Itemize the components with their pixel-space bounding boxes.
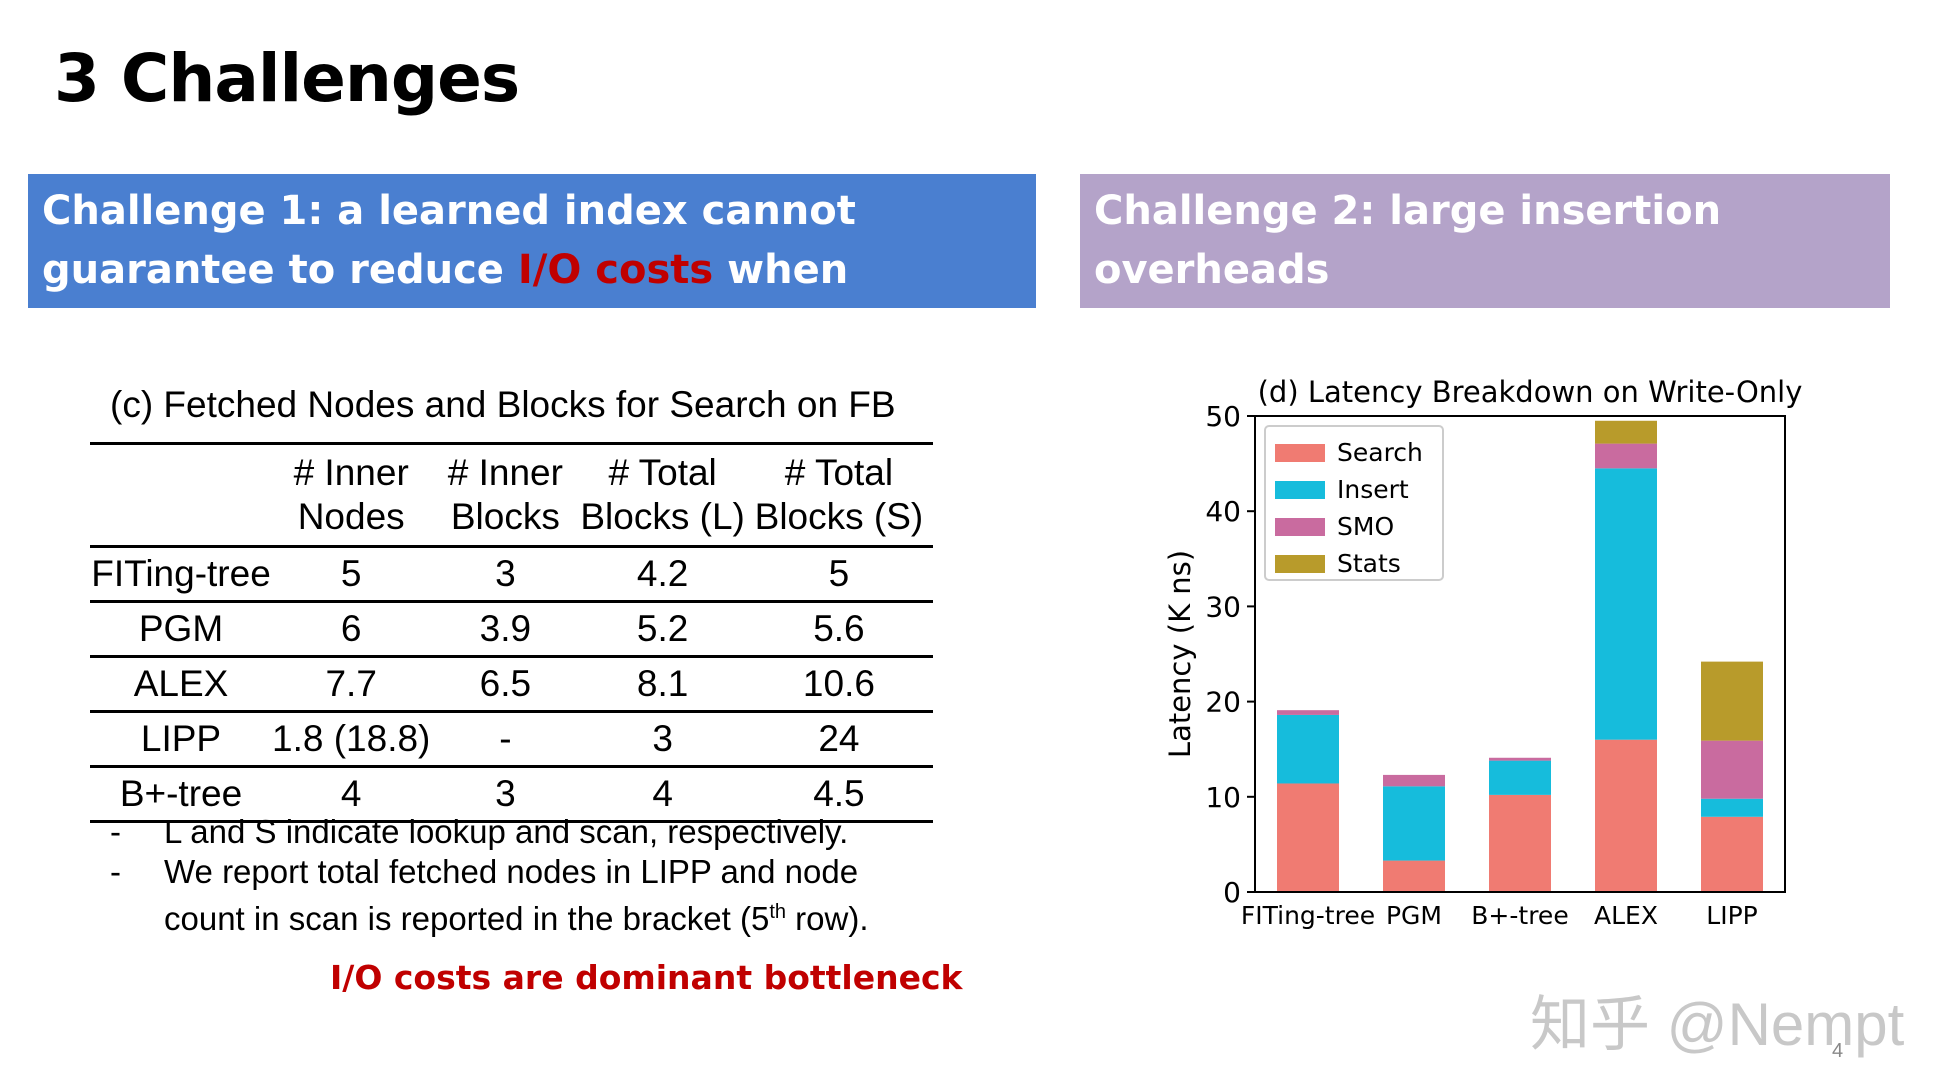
bar-segment-smo (1277, 710, 1339, 715)
table-cell: 5.2 (636, 608, 689, 649)
table-cell: 6 (340, 608, 362, 649)
challenge-2-box: Challenge 2: large insertion overheads (1080, 174, 1890, 308)
row-label: FITing-tree (91, 553, 271, 594)
table-row: LIPP 1.8 (18.8) - 3 24 (90, 712, 933, 767)
header-cell: # Inner Blocks (447, 452, 563, 537)
y-tick-label: 10 (1205, 781, 1241, 814)
y-tick-label: 30 (1205, 590, 1241, 623)
table-notes: -L and S indicate lookup and scan, respe… (110, 812, 869, 939)
row-label: B+-tree (119, 773, 243, 814)
row-label: PGM (138, 608, 224, 649)
bar-segment-insert (1277, 714, 1339, 784)
chart-title: (d) Latency Breakdown on Write-Only (1258, 375, 1803, 409)
fetched-nodes-table: # Inner Nodes # Inner Blocks # Total Blocks… (90, 442, 933, 823)
legend-swatch (1275, 481, 1325, 499)
bar-segment-insert (1595, 468, 1657, 740)
table-cell: 3.9 (479, 608, 532, 649)
watermark: 知乎 @Nempt (1530, 991, 1905, 1058)
slide-title: 3 Challenges (54, 40, 520, 117)
bar-segment-stats (1595, 420, 1657, 444)
header-cell: # Total Blocks (L) (580, 452, 745, 537)
bar-segment-smo (1701, 740, 1763, 799)
legend-swatch (1275, 555, 1325, 573)
bar-segment-insert (1383, 786, 1445, 861)
x-tick-label: B+-tree (1471, 901, 1568, 930)
table-cell: 10.6 (802, 663, 875, 704)
bar-segment-insert (1489, 760, 1551, 795)
y-tick-label: 20 (1205, 686, 1241, 719)
bar-segment-search (1383, 860, 1445, 892)
bar-segment-search (1489, 794, 1551, 892)
bar-segment-smo (1383, 774, 1445, 787)
legend-swatch (1275, 444, 1325, 462)
table-caption: (c) Fetched Nodes and Blocks for Search … (110, 384, 896, 425)
legend-label: Search (1337, 438, 1423, 467)
table-cell: 3 (495, 553, 516, 594)
legend-swatch (1275, 518, 1325, 536)
challenge-1-text-end: when searching data on disk (42, 247, 849, 352)
table-row: B+-tree 4 3 4 4.5 (90, 767, 933, 822)
bar-segment-search (1701, 816, 1763, 892)
latency-chart: (d) Latency Breakdown on Write-Only FITin… (1163, 375, 1803, 930)
y-tick-label: 50 (1205, 400, 1241, 433)
challenge-1-text: Challenge 1: a learned index cannot guar… (42, 188, 856, 293)
x-tick-label: LIPP (1706, 901, 1757, 930)
table-row: ALEX 7.7 6.5 8.1 10.6 (90, 657, 933, 712)
table-cell: 24 (818, 718, 860, 759)
bar-segment-smo (1595, 443, 1657, 469)
row-label: ALEX (133, 663, 229, 704)
x-tick-label: ALEX (1594, 901, 1658, 930)
bar-segment-smo (1489, 757, 1551, 761)
table-cell: 5 (828, 553, 850, 594)
table-cell: 1.8 (18.8) (272, 718, 431, 759)
legend-label: Stats (1337, 549, 1401, 578)
table-header-row: # Inner Nodes # Inner Blocks # Total Blocks… (90, 443, 933, 547)
table-cell: 3 (495, 773, 516, 814)
table-cell: 5.6 (813, 608, 865, 649)
y-axis-label: Latency (K ns) (1163, 550, 1197, 758)
bottleneck-note: I/O costs are dominant bottleneck (330, 958, 963, 997)
bar-segment-search (1595, 739, 1657, 892)
x-tick-label: PGM (1386, 901, 1442, 930)
y-tick-label: 0 (1223, 876, 1241, 909)
x-tick-label: FITing-tree (1241, 901, 1375, 930)
note-item: count in scan is reported in the bracket… (164, 900, 869, 937)
legend-label: SMO (1337, 512, 1394, 541)
table-cell: 7.7 (325, 663, 377, 704)
bar-segment-stats (1701, 661, 1763, 741)
row-label: LIPP (140, 718, 222, 759)
bar-segment-search (1277, 783, 1339, 892)
table-cell: 8.1 (636, 663, 689, 704)
table-cell: - (499, 718, 512, 759)
table-row: FITing-tree 5 3 4.2 5 (90, 547, 933, 602)
legend-label: Insert (1337, 475, 1409, 504)
header-cell: # Total Blocks (S) (754, 452, 924, 537)
page-number: 4 (1832, 1040, 1844, 1062)
note-item: - We report total fetched nodes in LIPP a… (110, 853, 859, 890)
table-cell: 4 (652, 773, 673, 814)
y-tick-label: 40 (1205, 495, 1241, 528)
challenge-1-highlight: I/O costs (517, 247, 714, 293)
table-cell: 3 (652, 718, 673, 759)
header-cell (90, 444, 272, 547)
note-item: -L and S indicate lookup and scan, respe… (110, 813, 849, 850)
legend-box (1264, 425, 1444, 581)
plot-frame (1254, 415, 1786, 893)
table-cell: 4 (340, 773, 362, 814)
table-cell: 4.2 (636, 553, 689, 594)
bar-segment-insert (1701, 798, 1763, 817)
challenge-2-text: Challenge 2: large insertion overheads (1094, 188, 1722, 293)
table-row: PGM 6 3.9 5.2 5.6 (90, 602, 933, 657)
table-cell: 4.5 (813, 773, 865, 814)
table-cell: 6.5 (479, 663, 532, 704)
challenge-1-box: Challenge 1: a learned index cannot guar… (28, 174, 1036, 352)
table-cell: 5 (340, 553, 362, 594)
header-cell: # Inner Nodes (293, 452, 409, 537)
